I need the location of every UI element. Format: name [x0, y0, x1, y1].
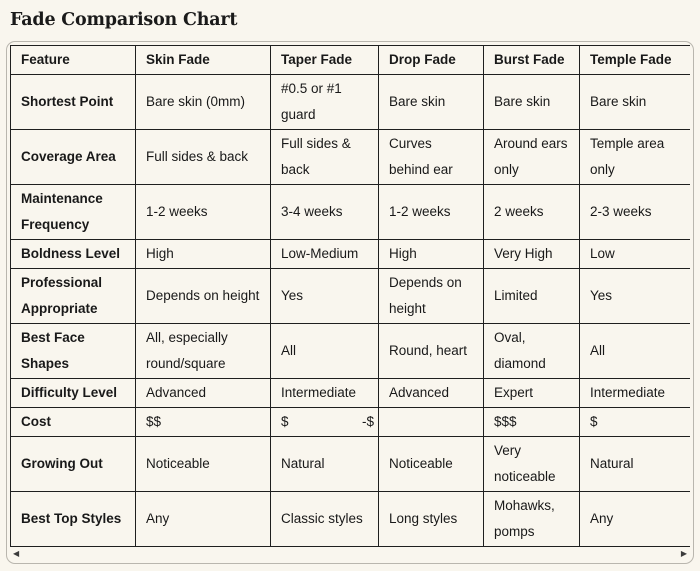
horizontal-scrollbar[interactable]: ◀ ▶: [10, 547, 690, 560]
table-row: Best Face Shapes All, especially round/sq…: [10, 323, 690, 379]
page-title: Fade Comparison Chart: [10, 10, 238, 30]
table-row: Boldness Level High Low-Medium High Very Hig…: [10, 239, 690, 269]
value-cell: Depends on height: [378, 268, 484, 324]
value-cell: Depends on height: [135, 268, 271, 324]
value-cell: Expert: [483, 378, 580, 408]
value-cell: Full sides & back: [270, 129, 379, 185]
value-cell: All, especially round/square: [135, 323, 271, 379]
value-cell: Any: [135, 491, 271, 547]
value-cell: Bare skin: [378, 74, 484, 130]
table-container: Feature Skin Fade Taper Fade Drop Fade Burst…: [6, 41, 694, 564]
value-cell: Bare skin: [483, 74, 580, 130]
table-row: Best Top Styles Any Classic styles Long sty…: [10, 491, 690, 547]
table-row: Professional Appropriate Depends on heigh…: [10, 268, 690, 324]
value-cell: Any: [579, 491, 690, 547]
value-cell: High: [135, 239, 271, 269]
value-cell: Low: [579, 239, 690, 269]
value-cell: $$: [135, 407, 271, 437]
column-header: Drop Fade: [378, 45, 484, 75]
value-cell: Full sides & back: [135, 129, 271, 185]
value-cell: Curves behind ear: [378, 129, 484, 185]
value-cell: Limited: [483, 268, 580, 324]
feature-cell: Cost: [10, 407, 136, 437]
feature-cell: Maintenance Frequency: [10, 184, 136, 240]
column-header: Skin Fade: [135, 45, 271, 75]
value-cell: #0.5 or #1 guard: [270, 74, 379, 130]
column-header: Burst Fade: [483, 45, 580, 75]
value-cell: Oval, diamond: [483, 323, 580, 379]
value-cell: Natural: [579, 436, 690, 492]
table-row: Difficulty Level Advanced Intermediate Adva…: [10, 378, 690, 408]
value-cell: $$$: [483, 407, 580, 437]
value-cell: Bare skin: [579, 74, 690, 130]
value-cell: Long styles: [378, 491, 484, 547]
value-cell: Advanced: [135, 378, 271, 408]
value-cell: Natural: [270, 436, 379, 492]
value-cell: 1-2 weeks: [378, 184, 484, 240]
feature-cell: Boldness Level: [10, 239, 136, 269]
value-cell: Noticeable: [378, 436, 484, 492]
table-row: Coverage Area Full sides & back Full sides…: [10, 129, 690, 185]
scroll-left-arrow-icon[interactable]: ◀: [13, 549, 20, 558]
value-cell: All: [270, 323, 379, 379]
feature-cell: Growing Out: [10, 436, 136, 492]
value-cell: 2-3 weeks: [579, 184, 690, 240]
table-header-row: Feature Skin Fade Taper Fade Drop Fade Burst…: [10, 45, 690, 75]
table-row: Maintenance Frequency 1-2 weeks 3-4 weeks 1…: [10, 184, 690, 240]
value-cell: Yes: [270, 268, 379, 324]
value-cell: 3-4 weeks: [270, 184, 379, 240]
value-cell: Low-Medium: [270, 239, 379, 269]
value-cell: 1-2 weeks: [135, 184, 271, 240]
value-cell: Mohawks, pomps: [483, 491, 580, 547]
value-cell: Yes: [579, 268, 690, 324]
fade-comparison-table: Feature Skin Fade Taper Fade Drop Fade Burst…: [10, 45, 690, 547]
column-header-feature: Feature: [10, 45, 136, 75]
feature-cell: Shortest Point: [10, 74, 136, 130]
value-cell: Very High: [483, 239, 580, 269]
value-cell: Around ears only: [483, 129, 580, 185]
value-cell: Bare skin (0mm): [135, 74, 271, 130]
value-cell: Temple area only: [579, 129, 690, 185]
feature-cell: Best Face Shapes: [10, 323, 136, 379]
value-cell: Advanced: [378, 378, 484, 408]
value-cell: High: [378, 239, 484, 269]
value-cell: -$: [362, 407, 484, 437]
feature-cell: Best Top Styles: [10, 491, 136, 547]
value-cell: 2 weeks: [483, 184, 580, 240]
feature-cell: Coverage Area: [10, 129, 136, 185]
value-cell: Intermediate: [579, 378, 690, 408]
value-cell: Round, heart: [378, 323, 484, 379]
table-row: Shortest Point Bare skin (0mm) #0.5 or #1 …: [10, 74, 690, 130]
table-row: Growing Out Noticeable Natural Noticeable Ve…: [10, 436, 690, 492]
value-cell: $: [579, 407, 690, 437]
feature-cell: Professional Appropriate: [10, 268, 136, 324]
value-cell: Classic styles: [270, 491, 379, 547]
value-cell: Noticeable: [135, 436, 271, 492]
table-scroll-area[interactable]: Feature Skin Fade Taper Fade Drop Fade Burst…: [10, 45, 690, 547]
table-row: Cost $$ $ -$ $$$ $: [10, 407, 690, 437]
column-header: Taper Fade: [270, 45, 379, 75]
value-cell: Intermediate: [270, 378, 379, 408]
value-cell: Very noticeable: [483, 436, 580, 492]
scroll-right-arrow-icon[interactable]: ▶: [680, 549, 687, 558]
feature-cell: Difficulty Level: [10, 378, 136, 408]
column-header: Temple Fade: [579, 45, 690, 75]
value-cell: All: [579, 323, 690, 379]
